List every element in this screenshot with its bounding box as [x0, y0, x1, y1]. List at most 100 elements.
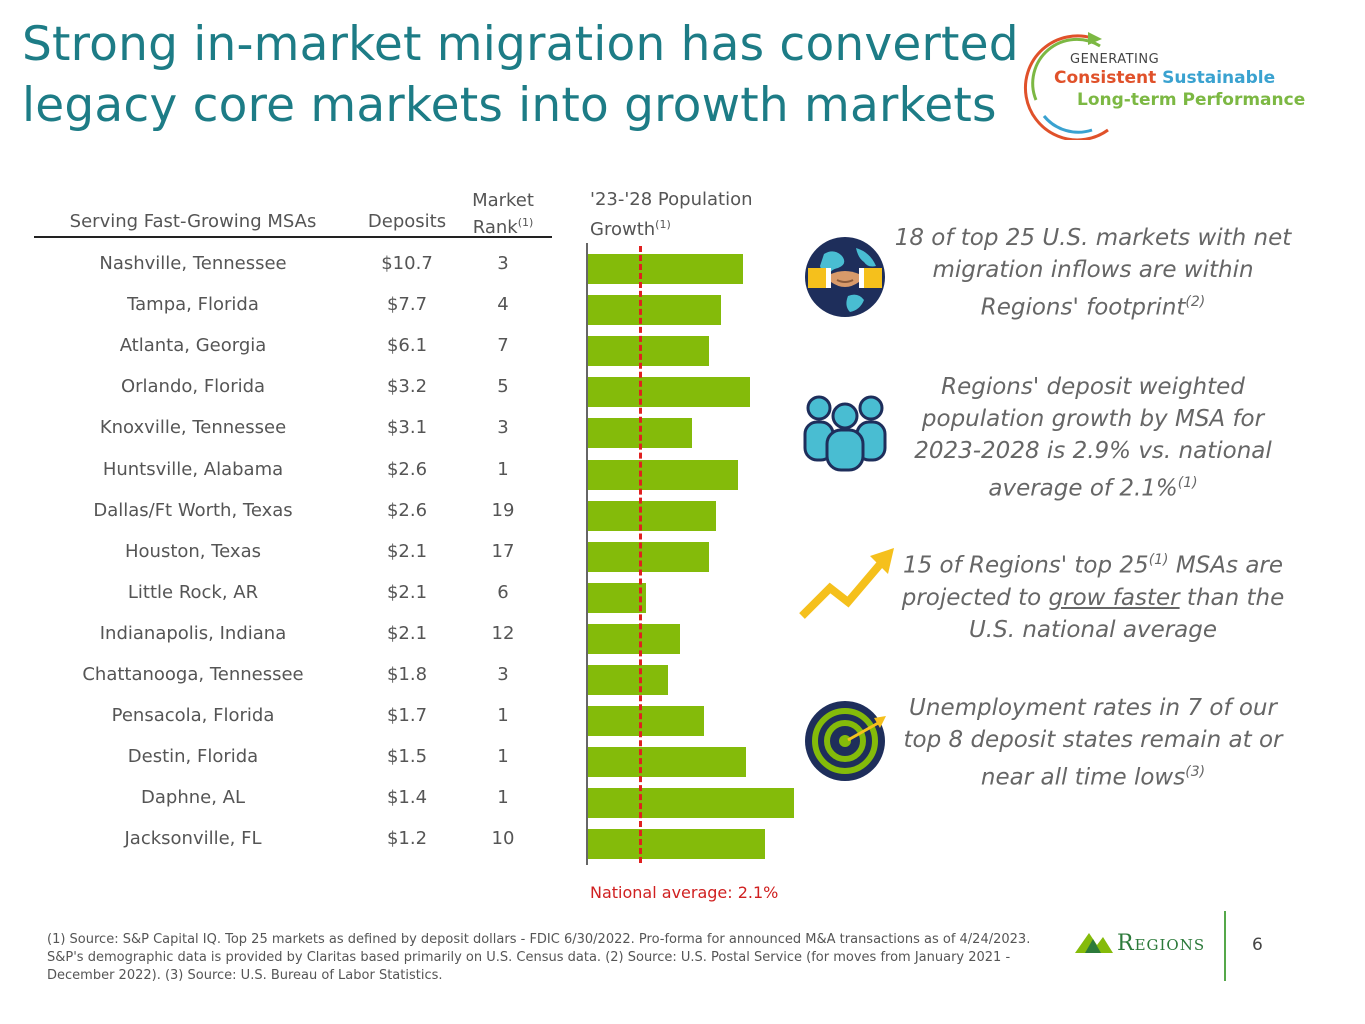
msa-cell: Houston, Texas — [124, 540, 261, 562]
growth-bar — [588, 500, 717, 531]
national-average-label: National average: 2.1% — [590, 883, 779, 902]
table-row: Tampa, Florida $7.7 4 — [34, 292, 552, 333]
growth-bar — [588, 336, 710, 367]
table-row: Houston, Texas $2.1 17 — [34, 539, 552, 580]
msa-cell: Daphne, AL — [141, 787, 245, 809]
header-msa: Serving Fast-Growing MSAs — [69, 211, 317, 232]
stat-grow-faster-pre: 15 of Regions' top 25 — [902, 552, 1149, 579]
market-rank-cell: 3 — [497, 417, 509, 439]
growth-bar — [588, 582, 647, 613]
page-title: Strong in-market migration has converted… — [22, 17, 1019, 133]
regions-pyramid-icon — [1075, 933, 1113, 953]
table-row: Daphne, AL $1.4 1 — [34, 785, 552, 826]
growth-bar — [588, 377, 751, 408]
msa-cell: Indianapolis, Indiana — [99, 622, 287, 644]
table-row: Atlanta, Georgia $6.1 7 — [34, 333, 552, 374]
growth-bar — [588, 747, 746, 778]
national-average-line — [638, 246, 642, 863]
header-rank-line1: Market — [472, 190, 534, 211]
chart-title: '23-'28 Population Growth(1) — [590, 187, 753, 242]
deposits-cell: $7.7 — [386, 294, 428, 316]
table-row: Indianapolis, Indiana $2.1 12 — [34, 621, 552, 662]
stat-population-growth-footnote: (1) — [1177, 475, 1198, 491]
deposits-cell: $6.1 — [386, 335, 428, 357]
logo-consistent-sustainable: Consistent Sustainable — [1054, 68, 1275, 88]
table-row: Nashville, Tennessee $10.7 3 — [34, 251, 552, 292]
msa-cell: Knoxville, Tennessee — [99, 417, 287, 439]
target-icon — [805, 701, 886, 781]
growth-bar — [588, 665, 668, 695]
deposits-cell: $3.1 — [386, 417, 428, 439]
stat-grow-faster-mid: MSAs are projected to — [901, 552, 1284, 611]
stat-grow-faster: 15 of Regions' top 25(1) MSAs are projec… — [893, 544, 1293, 646]
msa-cell: Atlanta, Georgia — [119, 335, 267, 357]
chart-title-line2: Growth(1) — [590, 212, 753, 242]
header-market-rank: Market Rank(1) — [464, 190, 542, 239]
market-rank-cell: 12 — [491, 622, 515, 644]
msa-cell: Huntsville, Alabama — [102, 458, 284, 480]
footnote-sources: (1) Source: S&P Capital IQ. Top 25 marke… — [47, 932, 1031, 983]
deposits-cell: $2.1 — [386, 622, 428, 644]
generating-performance-logo: GENERATING Consistent Sustainable Long-t… — [1022, 30, 1322, 140]
growth-bar — [588, 623, 681, 654]
table-header-rule — [34, 236, 552, 238]
stat-unemployment: Unemployment rates in 7 of our top 8 dep… — [893, 692, 1293, 794]
growth-bar — [588, 459, 739, 490]
header-rank-footnote: (1) — [517, 216, 534, 229]
table-row: Destin, Florida $1.5 1 — [34, 744, 552, 785]
msa-cell: Chattanooga, Tennessee — [82, 664, 304, 685]
globe-handshake-icon — [805, 237, 885, 317]
deposits-cell: $1.8 — [386, 664, 428, 685]
msa-cell: Dallas/Ft Worth, Texas — [93, 499, 293, 521]
growth-bar — [588, 295, 722, 326]
people-group-icon — [803, 395, 887, 472]
deposits-cell: $3.2 — [386, 376, 428, 398]
msa-cell: Jacksonville, FL — [124, 828, 262, 850]
stat-grow-faster-underlined: grow faster — [1048, 584, 1180, 611]
growth-bar — [588, 706, 705, 737]
deposits-cell: $1.7 — [386, 705, 428, 727]
header-rank-word: Rank — [472, 217, 518, 238]
logo-sustainable-word: Sustainable — [1162, 68, 1276, 88]
market-rank-cell: 4 — [497, 294, 509, 316]
growth-bar — [588, 254, 744, 284]
header-rank-line2: Rank(1) — [464, 212, 542, 239]
chart-title-footnote: (1) — [655, 218, 671, 231]
logo-consistent-word: Consistent — [1054, 68, 1157, 88]
msa-cell: Nashville, Tennessee — [99, 253, 287, 274]
market-rank-cell: 5 — [497, 376, 509, 398]
market-rank-cell: 1 — [497, 458, 509, 480]
table-row: Chattanooga, Tennessee $1.8 3 — [34, 662, 552, 703]
market-rank-cell: 7 — [497, 335, 509, 357]
chart-axis — [586, 243, 588, 865]
stat-population-growth: Regions' deposit weighted population gro… — [893, 371, 1293, 505]
msa-cell: Tampa, Florida — [127, 294, 259, 316]
market-rank-cell: 1 — [497, 746, 509, 768]
table-row: Knoxville, Tennessee $3.1 3 — [34, 415, 552, 456]
market-rank-cell: 19 — [491, 499, 515, 521]
stat-grow-faster-post: than the U.S. national average — [968, 584, 1285, 643]
market-rank-cell: 1 — [497, 787, 509, 809]
circular-arrow-icon — [1024, 32, 1109, 140]
deposits-cell: $2.6 — [386, 458, 428, 480]
table-row: Jacksonville, FL $1.2 10 — [34, 826, 552, 867]
deposits-cell: $1.5 — [386, 746, 428, 768]
stat-net-migration-footnote: (2) — [1185, 294, 1206, 310]
deposits-cell: $1.4 — [386, 787, 428, 809]
deposits-cell: $1.2 — [386, 828, 428, 850]
market-rank-cell: 3 — [497, 664, 509, 685]
deposits-cell: $10.7 — [381, 253, 433, 274]
stat-unemployment-text: Unemployment rates in 7 of our top 8 dep… — [903, 695, 1283, 791]
header-deposits: Deposits — [367, 211, 447, 232]
msa-cell: Pensacola, Florida — [111, 705, 275, 727]
table-row: Huntsville, Alabama $2.6 1 — [34, 457, 552, 498]
footer-divider — [1224, 911, 1226, 981]
stat-net-migration: 18 of top 25 U.S. markets with net migra… — [893, 222, 1293, 324]
stat-population-growth-text: Regions' deposit weighted population gro… — [914, 374, 1272, 502]
market-rank-cell: 10 — [491, 828, 515, 850]
chart-title-growth: Growth — [590, 219, 656, 240]
table-row: Little Rock, AR $2.1 6 — [34, 580, 552, 621]
growth-bar — [588, 829, 765, 860]
regions-brand-logo: Regions — [1117, 931, 1206, 956]
deposits-cell: $2.1 — [386, 540, 428, 562]
